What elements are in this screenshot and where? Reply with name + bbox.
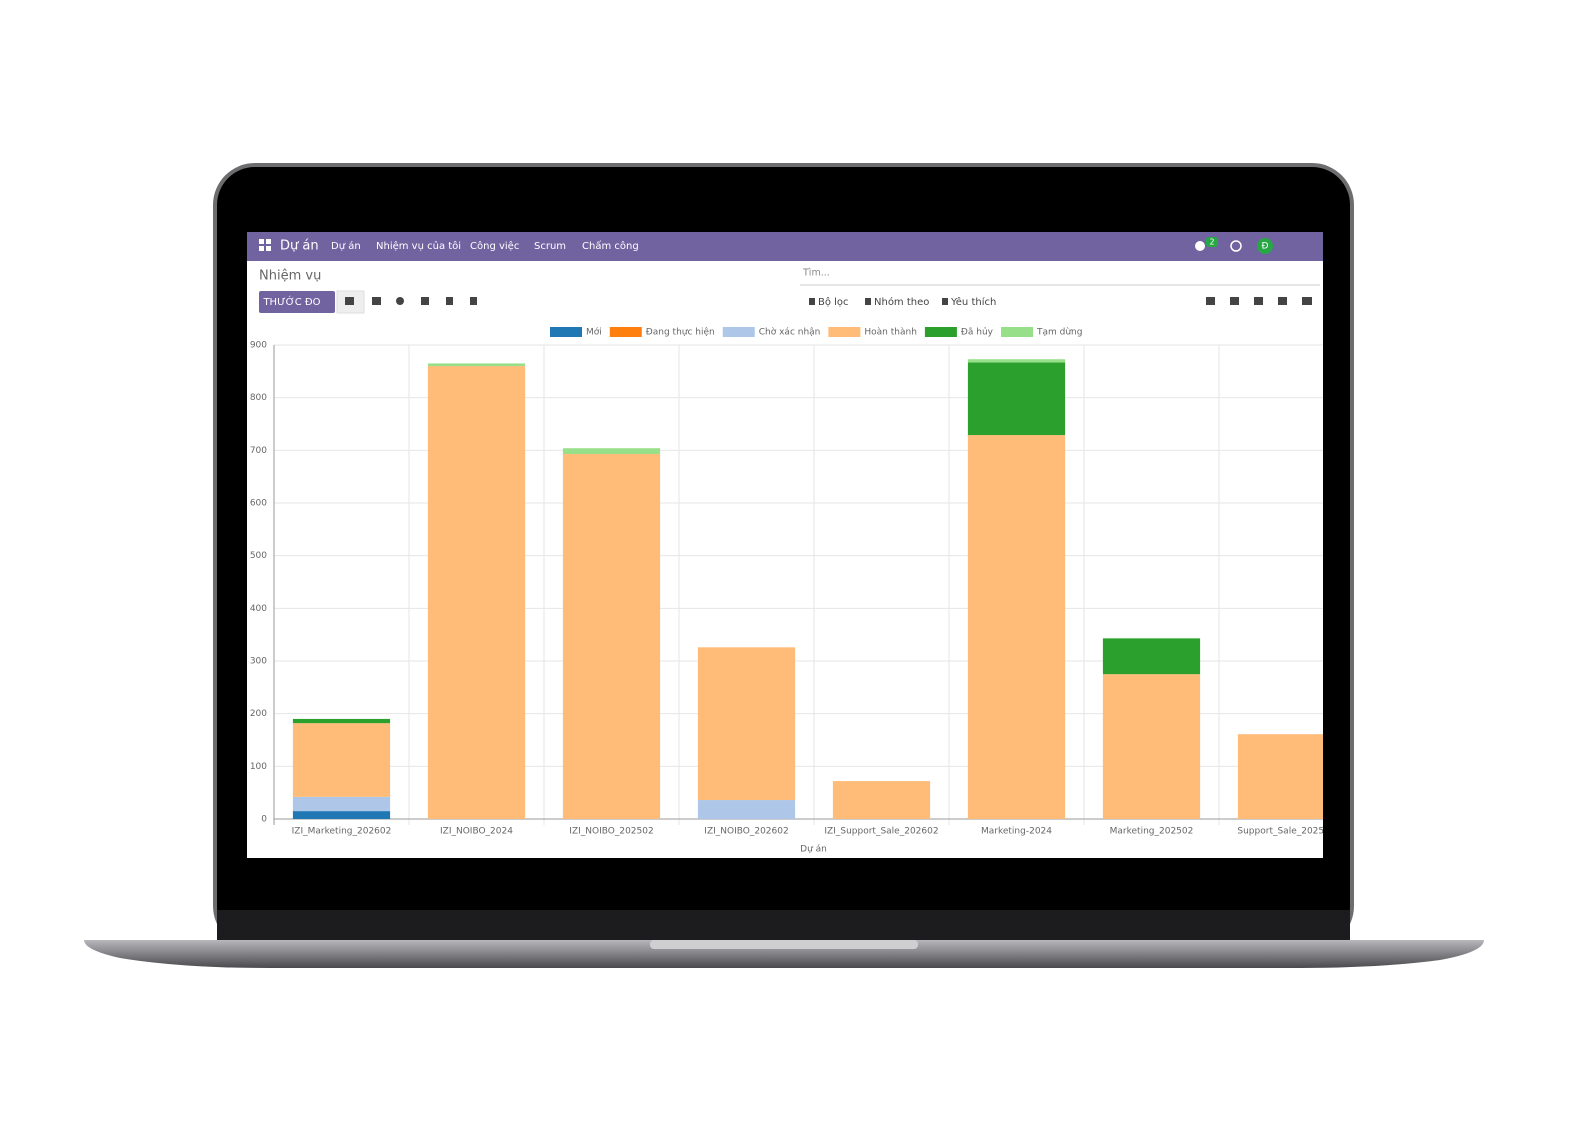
x-tick-label: IZI_Marketing_202602: [292, 827, 392, 837]
y-tick-label: 500: [250, 551, 267, 561]
app-name[interactable]: Dự án: [280, 239, 319, 254]
legend-swatch: [722, 327, 755, 337]
filter-icon: [865, 298, 871, 305]
breadcrumb: Nhiệm vụ: [259, 269, 321, 284]
view-icons[interactable]: [345, 297, 1312, 305]
avatar-letter: Đ: [1262, 242, 1269, 252]
y-tick-label: 200: [250, 709, 267, 719]
navbar: [247, 232, 1323, 261]
menu-item[interactable]: Nhiệm vụ của tôi: [376, 240, 461, 252]
x-tick-label: Support_Sale_202502: [1237, 827, 1335, 837]
legend-label[interactable]: Tạm dừng: [1036, 328, 1082, 338]
y-tick-label: 0: [261, 815, 267, 825]
bar-segment: [292, 718, 391, 724]
y-tick-label: 700: [250, 446, 267, 456]
legend-label[interactable]: Chờ xác nhận: [759, 327, 821, 338]
menu-item[interactable]: Dự án: [331, 240, 361, 252]
bar-segment: [967, 359, 1066, 363]
bar-segment: [697, 800, 796, 819]
graph: 0 100 200 300 400 500 600 700 800 900 IZI_Marketin…: [250, 327, 1335, 855]
bar-segment: [1102, 674, 1201, 819]
legend-label[interactable]: Hoàn thành: [864, 328, 917, 338]
x-axis-label: Dự án: [800, 845, 827, 855]
filter-button[interactable]: Nhóm theo: [874, 296, 929, 308]
bar-segment: [427, 366, 526, 819]
legend-swatch: [924, 327, 957, 337]
badge: [1206, 237, 1218, 247]
legend-swatch: [828, 327, 861, 337]
activity-icon[interactable]: [1230, 240, 1242, 252]
bezel-bottom: [217, 910, 1350, 940]
bar-segment: [697, 647, 796, 801]
bar-segment: [292, 811, 391, 819]
badge-count: 2: [1209, 238, 1214, 247]
bar-segment: [967, 362, 1066, 436]
legend-swatch: [609, 327, 642, 337]
legend-label[interactable]: Mới: [586, 327, 602, 338]
filter-button[interactable]: Bộ lọc: [818, 296, 849, 308]
filter-button[interactable]: Yêu thích: [950, 296, 996, 308]
legend-label[interactable]: Đã hủy: [961, 327, 994, 338]
bar-segment: [967, 435, 1066, 819]
avatar[interactable]: [1257, 238, 1273, 254]
x-tick-label: IZI_NOIBO_202602: [704, 827, 788, 837]
x-tick-label: IZI_Support_Sale_202602: [824, 827, 938, 837]
bar-segment: [1237, 734, 1323, 819]
measure-label: THƯỚC ĐO: [262, 295, 320, 308]
chat-icon[interactable]: [1195, 241, 1205, 251]
menu-item[interactable]: Công việc: [470, 240, 519, 252]
x-tick-label: IZI_NOIBO_2024: [440, 827, 513, 837]
y-tick-label: 100: [250, 762, 267, 772]
legend-swatch: [550, 327, 582, 337]
x-tick-label: IZI_NOIBO_202502: [569, 827, 653, 837]
measure-button[interactable]: [259, 291, 335, 313]
bar-segment: [562, 448, 661, 455]
menu-item[interactable]: Scrum: [534, 241, 566, 252]
bar-segment: [292, 796, 391, 812]
search-input[interactable]: Tìm...: [802, 268, 830, 279]
y-tick-label: 600: [250, 499, 267, 509]
legend-label[interactable]: Đang thực hiện: [646, 327, 715, 338]
laptop-base: [84, 940, 1484, 968]
x-tick-label: Marketing_202502: [1110, 827, 1194, 837]
y-tick-label: 800: [250, 393, 267, 403]
filter-icon: [809, 298, 815, 305]
bar-segment: [832, 781, 931, 819]
bar-segment: [562, 454, 661, 819]
menu-item[interactable]: Chấm công: [582, 240, 639, 252]
bar-segment: [427, 363, 526, 367]
y-tick-label: 300: [250, 657, 267, 667]
notch: [650, 940, 918, 949]
legend-swatch: [1001, 327, 1033, 337]
bar-segment: [1102, 638, 1201, 675]
y-tick-label: 400: [250, 604, 267, 614]
y-tick-label: 900: [250, 341, 267, 351]
filter-icon: [942, 298, 948, 305]
apps-icon[interactable]: [259, 239, 271, 251]
bar-segment: [292, 723, 391, 797]
x-tick-label: Marketing-2024: [981, 827, 1052, 837]
